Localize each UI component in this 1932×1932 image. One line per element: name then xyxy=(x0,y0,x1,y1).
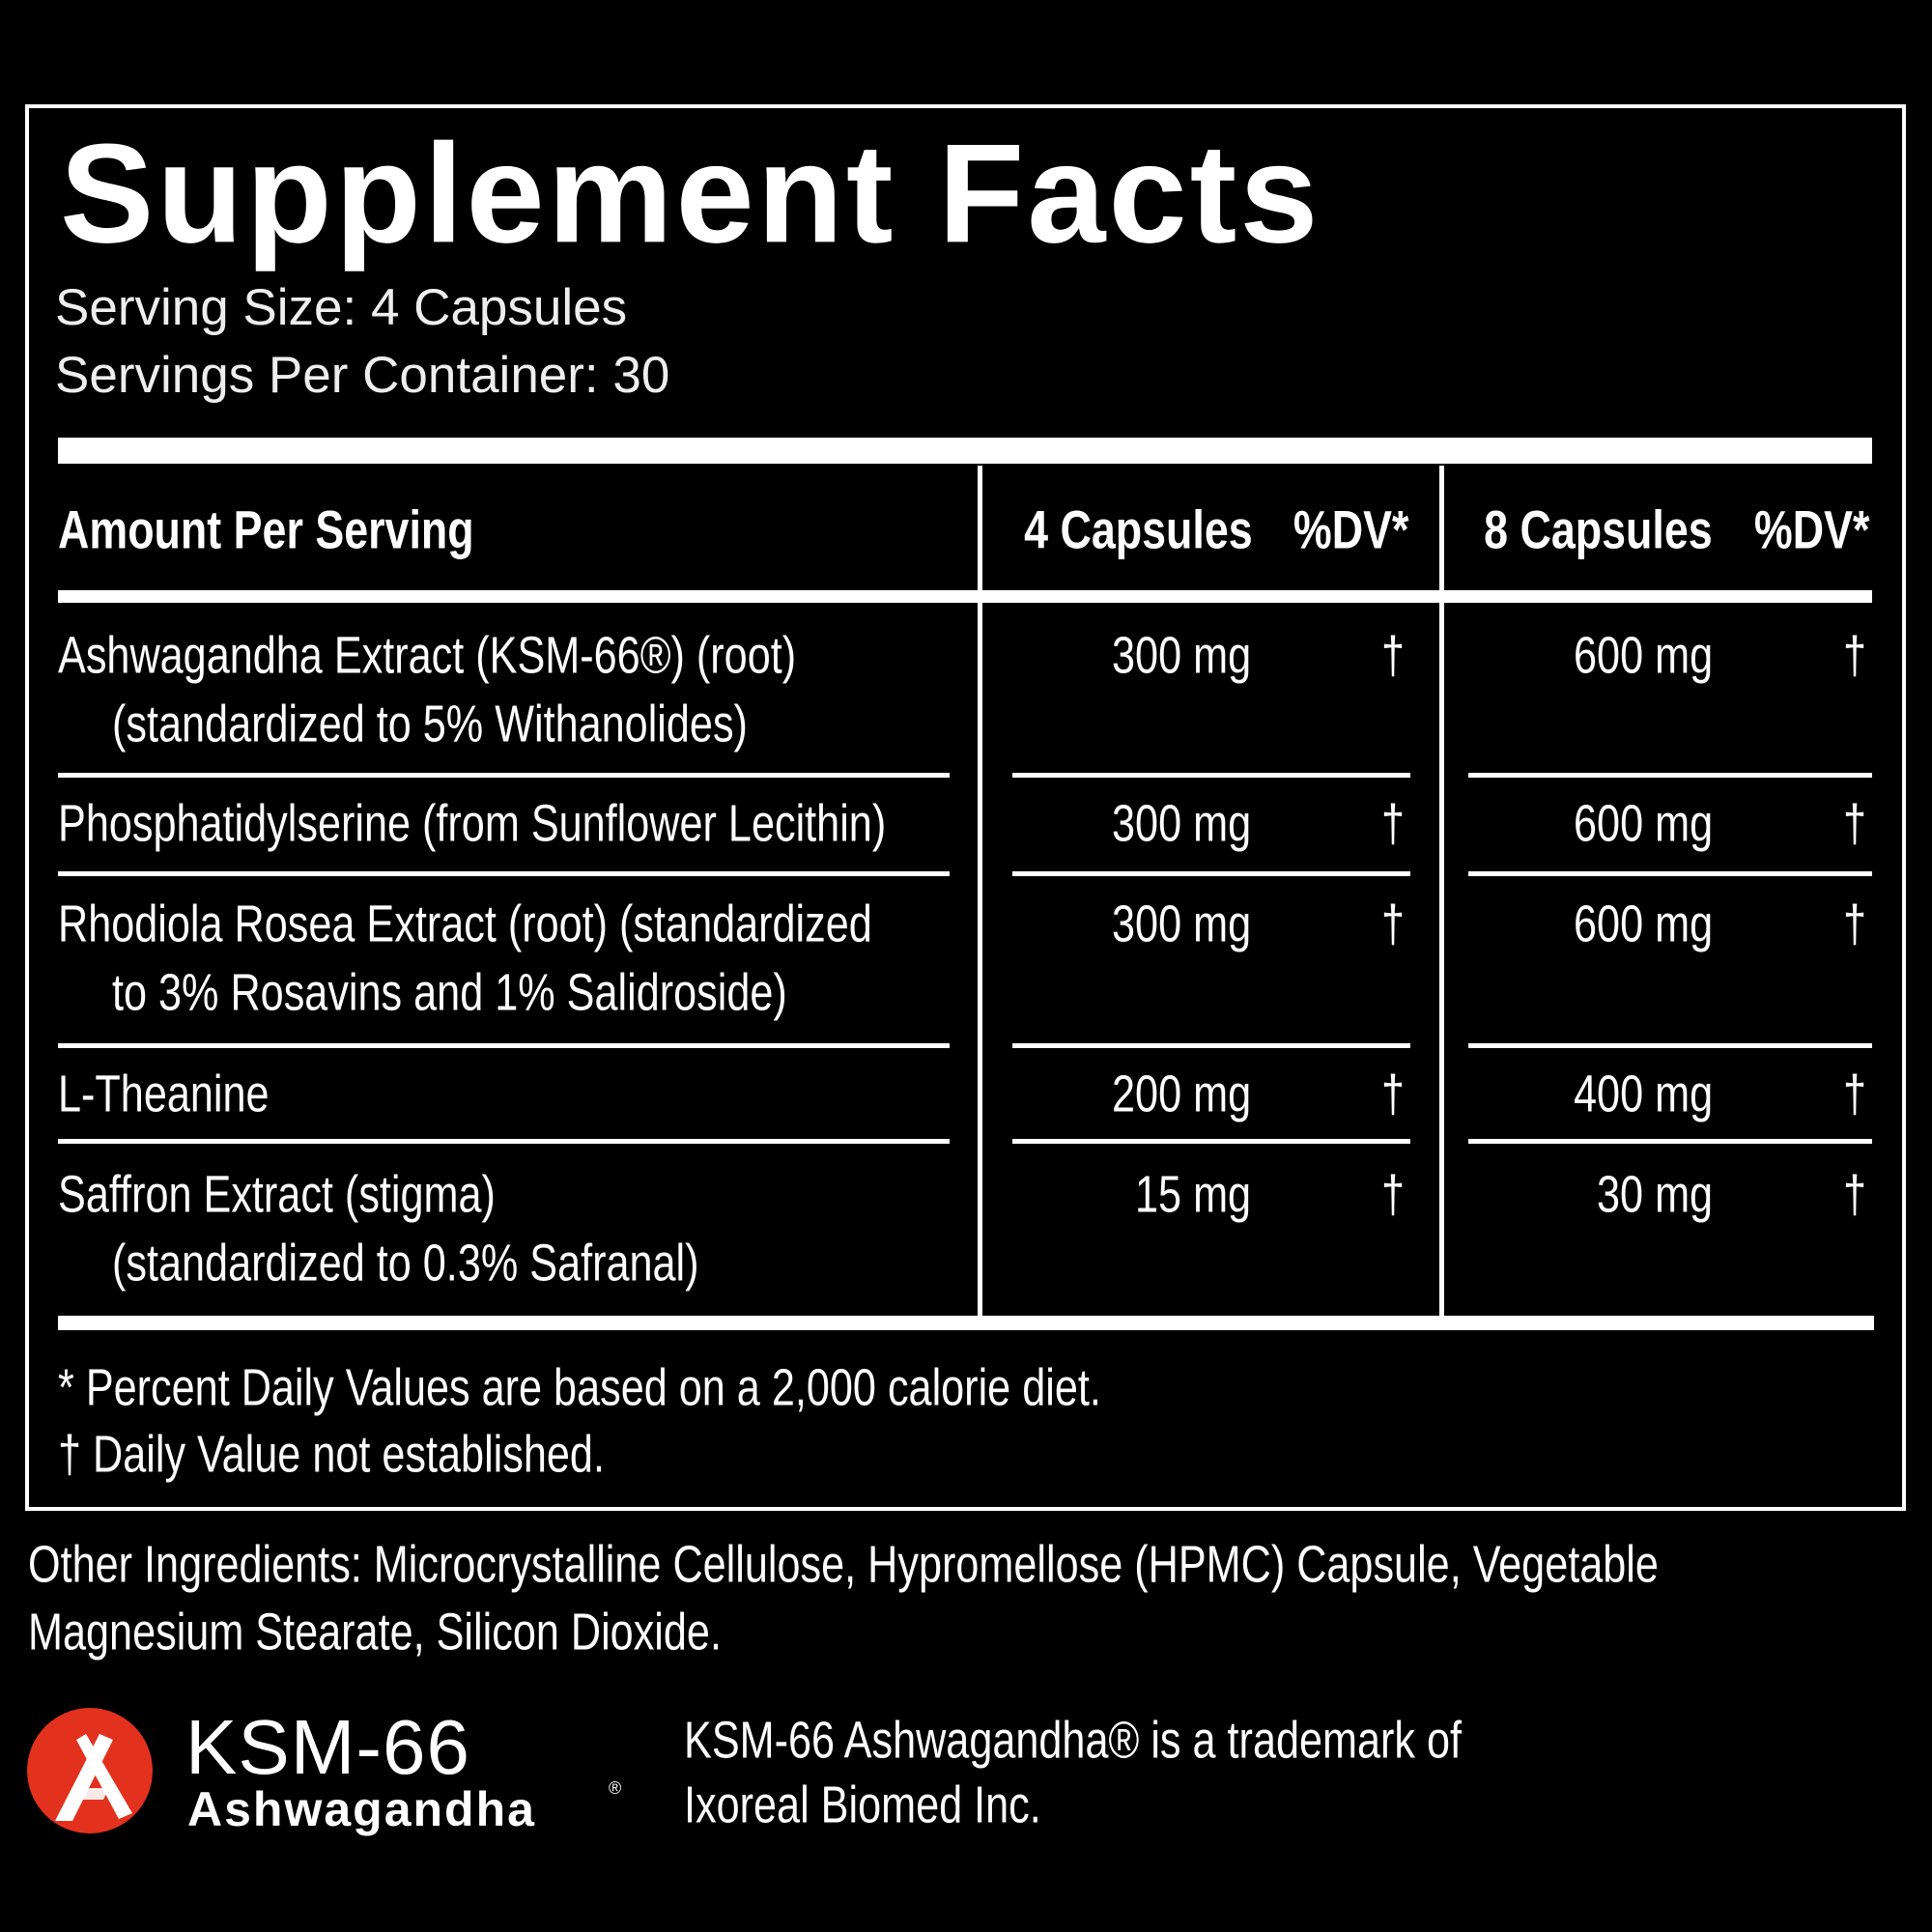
other-ingredients: Other Ingredients: Microcrystalline Cell… xyxy=(28,1535,1659,1594)
bottom-divider xyxy=(58,1316,1874,1330)
logo-ksm66-text: KSM-66 xyxy=(185,1704,470,1790)
dv-4-capsules: † xyxy=(1380,1065,1405,1123)
dv-4-capsules: † xyxy=(1380,626,1405,685)
footnote-dagger: † Daily Value not established. xyxy=(58,1425,605,1484)
serving-size: Serving Size: 4 Capsules xyxy=(55,279,628,337)
amount-8-capsules: 400 mg xyxy=(1573,1065,1713,1123)
amount-4-capsules: 15 mg xyxy=(1134,1165,1251,1224)
ingredient-name: Saffron Extract (stigma) xyxy=(58,1165,496,1224)
amount-per-serving-header: Amount Per Serving xyxy=(58,498,474,560)
column-divider xyxy=(978,466,982,1316)
dv-8-capsules: † xyxy=(1842,626,1866,685)
dv-4-capsules: † xyxy=(1380,895,1405,953)
row-divider xyxy=(1468,1139,1872,1144)
row-divider xyxy=(1012,1043,1410,1048)
ingredient-name: Ashwagandha Extract (KSM-66®) (root) xyxy=(58,626,797,685)
amount-4-capsules: 300 mg xyxy=(1111,895,1251,953)
col2-dv-header: %DV* xyxy=(1753,498,1869,560)
row-divider xyxy=(1468,773,1872,778)
column-divider xyxy=(1439,466,1444,1316)
dv-8-capsules: † xyxy=(1842,895,1866,953)
row-divider xyxy=(58,871,950,876)
row-divider xyxy=(1012,773,1410,778)
ingredient-name: L-Theanine xyxy=(58,1065,270,1123)
row-divider xyxy=(1012,1139,1410,1144)
footnote-dv: * Percent Daily Values are based on a 2,… xyxy=(58,1358,1101,1417)
other-ingredients-cont: Magnesium Stearate, Silicon Dioxide. xyxy=(28,1603,722,1662)
row-divider xyxy=(1468,871,1872,876)
amount-8-capsules: 600 mg xyxy=(1573,794,1713,853)
amount-8-capsules: 30 mg xyxy=(1596,1165,1713,1224)
row-divider xyxy=(58,773,950,778)
panel-title: Supplement Facts xyxy=(60,114,1321,272)
amount-8-capsules: 600 mg xyxy=(1573,895,1713,953)
thick-divider xyxy=(58,438,1872,464)
col2-header: 8 Capsules xyxy=(1484,498,1713,560)
servings-per-container: Servings Per Container: 30 xyxy=(55,347,670,405)
supplement-facts-panel xyxy=(25,104,1906,1511)
ingredient-name: Phosphatidylserine (from Sunflower Lecit… xyxy=(58,794,887,853)
ingredient-name-cont: (standardized to 5% Withanolides) xyxy=(112,695,748,753)
amount-4-capsules: 300 mg xyxy=(1111,626,1251,685)
dv-8-capsules: † xyxy=(1842,1065,1866,1123)
row-divider xyxy=(1012,871,1410,876)
amount-8-capsules: 600 mg xyxy=(1573,626,1713,685)
ingredient-name: Rhodiola Rosea Extract (root) (standardi… xyxy=(58,895,872,953)
ingredient-name-cont: (standardized to 0.3% Safranal) xyxy=(112,1234,699,1293)
dv-8-capsules: † xyxy=(1842,794,1866,853)
trademark-notice: KSM-66 Ashwagandha® is a trademark of xyxy=(684,1711,1463,1770)
col1-header: 4 Capsules xyxy=(1024,498,1253,560)
trademark-notice-cont: Ixoreal Biomed Inc. xyxy=(684,1776,1041,1834)
header-divider xyxy=(58,590,1872,603)
ingredient-name-cont: to 3% Rosavins and 1% Salidroside) xyxy=(112,963,787,1022)
amount-4-capsules: 300 mg xyxy=(1111,794,1251,853)
logo-ashwagandha-text: Ashwagandha xyxy=(187,1782,536,1836)
dv-4-capsules: † xyxy=(1380,794,1405,853)
ksm66-logo-icon xyxy=(27,1708,153,1833)
dv-8-capsules: † xyxy=(1842,1165,1866,1224)
dv-4-capsules: † xyxy=(1380,1165,1405,1224)
row-divider xyxy=(58,1043,950,1048)
logo-registered-mark: ® xyxy=(609,1778,622,1799)
amount-4-capsules: 200 mg xyxy=(1111,1065,1251,1123)
row-divider xyxy=(1468,1043,1872,1048)
col1-dv-header: %DV* xyxy=(1293,498,1408,560)
row-divider xyxy=(58,1139,950,1144)
